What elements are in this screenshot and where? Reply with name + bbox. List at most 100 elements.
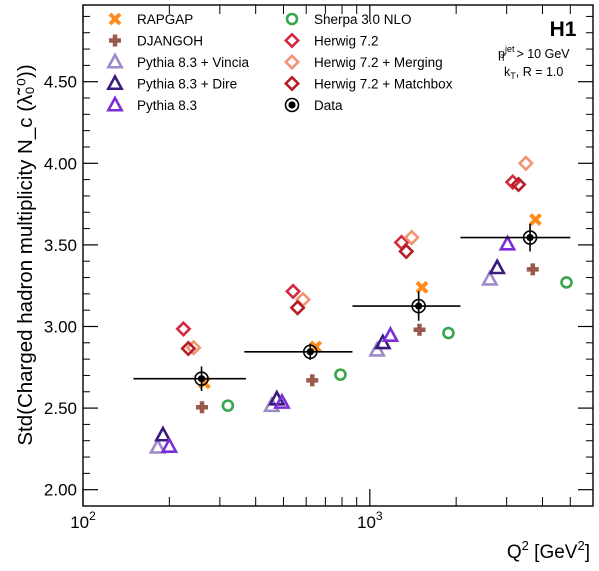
data-point xyxy=(560,276,573,289)
data-point xyxy=(285,283,302,300)
legend-label: Sherpa 3.0 NLO xyxy=(314,12,412,27)
data-point xyxy=(442,326,455,340)
legend-item: Herwig 7.2 + Matchbox xyxy=(283,75,453,92)
marker-triangle xyxy=(381,325,400,343)
series-herwig-7-2-merging xyxy=(185,155,534,356)
legend-item: RAPGAP xyxy=(108,12,193,27)
data-point xyxy=(413,323,426,336)
data-point xyxy=(526,263,539,276)
legend-item: Pythia 8.3 + Dire xyxy=(106,73,237,92)
marks-group xyxy=(133,155,573,454)
data-point xyxy=(510,176,527,193)
legend-label: Pythia 8.3 + Vincia xyxy=(137,55,249,70)
marker-diamond xyxy=(510,176,527,193)
legend-item: Pythia 8.3 xyxy=(106,95,197,113)
data-point xyxy=(498,234,517,251)
data-point xyxy=(411,298,426,314)
data-point xyxy=(221,399,235,412)
marker-triangle xyxy=(480,269,499,286)
marker-data-dot xyxy=(306,348,314,356)
marker-diamond xyxy=(285,283,302,300)
marker-triangle xyxy=(106,52,124,69)
data-point xyxy=(302,344,318,360)
marker-diamond xyxy=(283,53,301,71)
marker-triangle xyxy=(488,258,507,275)
marker-diamond xyxy=(175,320,192,337)
jet-algo-label: kT, R = 1.0 xyxy=(504,65,563,81)
marker-data-ring xyxy=(411,298,426,314)
series-djangoh xyxy=(196,263,539,414)
data-point xyxy=(160,436,179,453)
series-sherpa-3-0-nlo xyxy=(221,276,573,412)
legend-label: Pythia 8.3 xyxy=(137,98,197,113)
jet-cut-label: pjet T > 10 GeV xyxy=(498,44,570,63)
marker-circle xyxy=(442,326,455,340)
marker-circle xyxy=(221,399,235,412)
y-tick-label: 2.50 xyxy=(44,399,77,418)
marker-diamond xyxy=(283,75,301,92)
data-point xyxy=(196,401,209,414)
marker-data-dot xyxy=(288,101,296,109)
marker-x-stroke xyxy=(108,12,122,26)
series-pythia-8-3-dire xyxy=(154,258,507,442)
data-point xyxy=(517,155,534,172)
data-point xyxy=(306,374,319,387)
experiment-label: H1 xyxy=(550,18,577,41)
marker-triangle xyxy=(106,95,124,112)
marker-data-dot xyxy=(415,302,423,310)
marker-x-stroke xyxy=(529,213,542,227)
x-tick-label: 102 xyxy=(70,509,96,532)
data-point xyxy=(154,425,172,442)
marker-triangle xyxy=(148,437,167,454)
marker-circle xyxy=(285,12,299,26)
legend-item: Sherpa 3.0 NLO xyxy=(285,12,412,27)
marker-circle xyxy=(334,368,347,381)
marker-data-ring xyxy=(302,344,318,360)
data-point xyxy=(403,229,420,246)
legend-item: DJANGOH xyxy=(109,34,203,49)
data-point xyxy=(180,340,197,357)
axes-group: 2.00 2.50 3.00 3.50 4.00 4.50 102 103 xyxy=(44,5,594,532)
plot-frame xyxy=(82,4,594,507)
legend-item: Data xyxy=(284,97,343,113)
data-point xyxy=(175,320,192,337)
series-rapgap xyxy=(197,213,542,390)
x-axis-label: Q2 [GeV2] xyxy=(507,538,590,563)
legend-label: DJANGOH xyxy=(137,34,203,49)
data-point xyxy=(185,339,202,356)
marker-circle xyxy=(560,276,573,289)
data-point xyxy=(194,371,209,387)
legend-label: Herwig 7.2 xyxy=(314,34,379,49)
legend-label: Data xyxy=(314,98,343,113)
marker-data-ring xyxy=(284,97,300,113)
data-point xyxy=(334,368,347,381)
marker-triangle xyxy=(160,436,179,453)
marker-data-ring xyxy=(194,371,209,387)
y-tick-label: 4.00 xyxy=(44,154,77,173)
marker-diamond xyxy=(398,243,415,260)
legend-label: Herwig 7.2 + Merging xyxy=(314,55,443,70)
series-pythia-8-3-vincia xyxy=(148,269,499,454)
marker-triangle xyxy=(106,73,124,91)
y-tick-label: 4.50 xyxy=(44,73,77,92)
data-point xyxy=(289,299,306,316)
data-point xyxy=(529,213,542,227)
marker-triangle xyxy=(498,234,517,251)
legend-item: Herwig 7.2 xyxy=(283,32,379,49)
marker-data-dot xyxy=(526,233,534,242)
legend-item: Herwig 7.2 + Merging xyxy=(283,53,443,71)
data-point xyxy=(381,325,400,343)
legend-label: Pythia 8.3 + Dire xyxy=(137,77,237,92)
marker-diamond xyxy=(283,32,301,49)
y-tick-label: 2.00 xyxy=(44,481,77,500)
legend-item: Pythia 8.3 + Vincia xyxy=(106,52,249,70)
marker-data-dot xyxy=(197,375,206,383)
marker-diamond xyxy=(517,155,534,172)
data-point xyxy=(273,392,291,409)
series-pythia-8-3 xyxy=(160,234,517,453)
legend-label: RAPGAP xyxy=(137,12,193,27)
marker-diamond xyxy=(180,340,197,357)
data-point xyxy=(522,230,538,245)
marker-data-ring xyxy=(522,230,538,245)
